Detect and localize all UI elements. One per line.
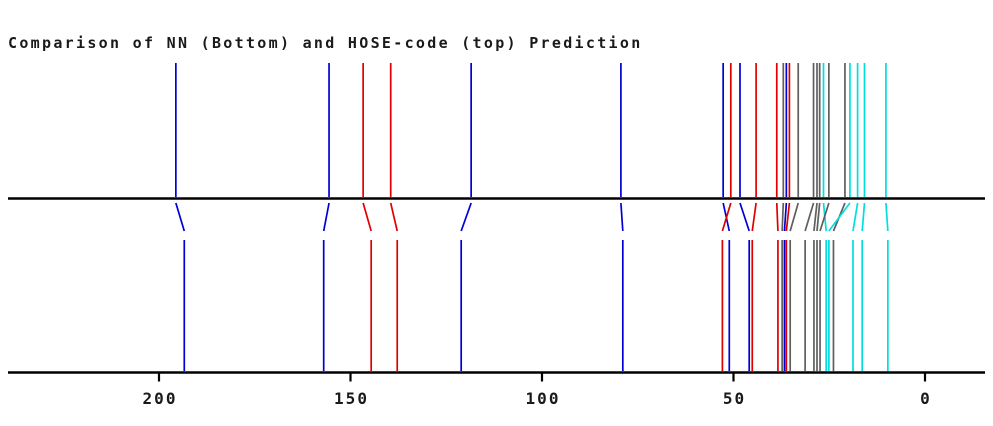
connector-red-44.1 xyxy=(751,202,757,232)
connector-gray-37 xyxy=(781,202,785,232)
connector-cyan-17.6 xyxy=(852,202,859,232)
chart-title: Comparison of NN (Bottom) and HOSE-code … xyxy=(8,34,643,52)
connector-red-38.7 xyxy=(775,202,779,232)
connector-red-50.7 xyxy=(721,202,732,232)
peak-connectors xyxy=(175,202,889,232)
top-spectrum-hose-code xyxy=(175,63,887,197)
connector-gray-29.1 xyxy=(804,202,815,232)
x-tick-label-200: 200 xyxy=(143,389,178,408)
bottom-spectrum-nn xyxy=(183,240,889,371)
connector-blue-155.6 xyxy=(322,202,330,232)
connector-cyan-10.2 xyxy=(885,202,889,232)
connector-red-139.5 xyxy=(389,202,399,232)
connector-blue-79.4 xyxy=(620,202,624,232)
x-tick-label-100: 100 xyxy=(526,389,561,408)
connector-blue-48.3 xyxy=(739,202,751,232)
connector-gray-25.1 xyxy=(819,202,830,232)
x-tick-label-150: 150 xyxy=(334,389,369,408)
x-tick-label-0: 0 xyxy=(920,389,932,408)
connector-gray-28.2 xyxy=(813,202,818,232)
connector-cyan-15.8 xyxy=(861,202,866,232)
connector-blue-36.2 xyxy=(783,202,788,232)
connector-blue-118.5 xyxy=(460,202,472,232)
x-axis-tick-labels: 200 150 100 50 0 xyxy=(143,389,932,408)
connector-gray-27.5 xyxy=(816,202,821,232)
axes xyxy=(8,197,985,382)
connector-blue-195.6 xyxy=(175,202,186,232)
connector-cyan-19.6 xyxy=(828,202,851,232)
x-tick-label-50: 50 xyxy=(723,389,746,408)
connector-red-35.4 xyxy=(785,202,791,232)
connector-gray-33.1 xyxy=(789,202,800,232)
connector-red-146.7 xyxy=(362,202,372,232)
